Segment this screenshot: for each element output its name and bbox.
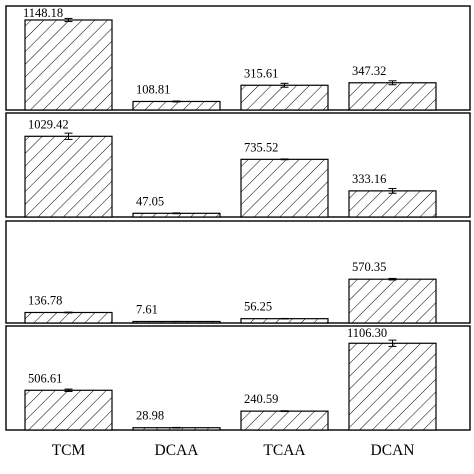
value-label-tcm: 1148.18: [23, 6, 63, 20]
value-label-dcan: 570.35: [352, 260, 386, 274]
bar-dcan: [348, 82, 437, 111]
value-label-tcm: 136.78: [28, 293, 62, 307]
value-label-tcm: 506.61: [28, 371, 62, 385]
value-label-tcaa: 56.25: [244, 300, 272, 314]
bar-tcm: [24, 19, 113, 111]
category-label-dcan: DCAN: [371, 442, 415, 459]
value-label-dcaa: 108.81: [136, 82, 170, 96]
category-labels: TCM DCAA TCAA DCAN: [52, 442, 415, 459]
panel-1: 1148.18 108.81 315.61 347.32: [5, 5, 471, 111]
bar-dcan: [348, 190, 437, 218]
bar-dcan: [348, 342, 437, 431]
bar-tcm: [24, 135, 113, 218]
bar-tcaa: [240, 410, 329, 431]
panel-2: 1029.42 47.05 735.52 333.16: [5, 112, 471, 218]
bar-tcaa: [240, 158, 329, 218]
panel-frame: [5, 220, 471, 324]
panel-3: 136.78 7.61 56.25 570.35: [5, 220, 471, 324]
bar-dcaa: [132, 100, 221, 111]
bar-dcan: [348, 278, 437, 324]
panel-frame: [5, 112, 471, 218]
panel-frame: [5, 5, 471, 111]
value-label-tcaa: 315.61: [244, 66, 278, 80]
value-label-dcan: 1106.30: [347, 326, 387, 340]
category-label-dcaa: DCAA: [155, 442, 200, 459]
value-label-tcaa: 240.59: [244, 392, 278, 406]
value-label-tcaa: 735.52: [244, 140, 278, 154]
value-label-dcaa: 28.98: [136, 409, 164, 423]
value-label-dcan: 333.16: [352, 172, 386, 186]
value-label-dcaa: 7.61: [136, 303, 158, 317]
panel-4: 506.61 28.98 240.59 1106.30: [5, 325, 471, 431]
category-label-tcm: TCM: [52, 442, 86, 459]
bar-tcm: [24, 389, 113, 431]
bar-tcaa: [240, 84, 329, 111]
bar-tcm: [24, 311, 113, 324]
value-label-dcaa: 47.05: [136, 194, 164, 208]
value-label-dcan: 347.32: [352, 64, 386, 78]
panel-frame: [5, 325, 471, 431]
category-label-tcaa: TCAA: [263, 442, 306, 459]
panels-group: 1148.18 108.81 315.61 347.32 1029.42 47.05 735…: [5, 5, 471, 431]
value-label-tcm: 1029.42: [28, 117, 69, 131]
